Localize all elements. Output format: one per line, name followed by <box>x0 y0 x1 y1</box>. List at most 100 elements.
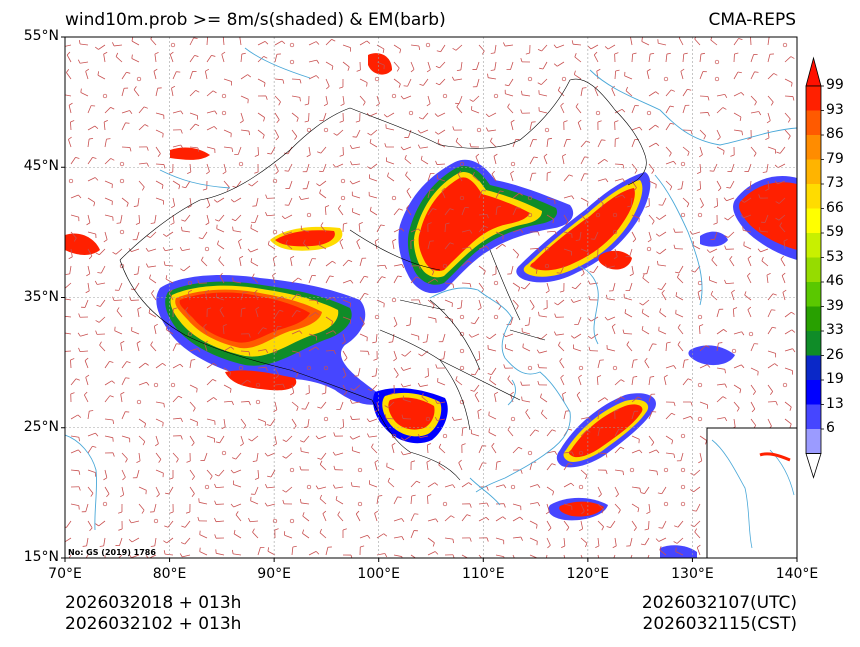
wind-barb <box>355 510 361 522</box>
wind-barb <box>597 486 602 498</box>
wind-barb <box>775 197 786 204</box>
wind-barb <box>406 187 412 199</box>
wind-barb <box>512 503 522 511</box>
wind-barb <box>103 120 108 131</box>
wind-barb <box>333 432 344 437</box>
wind-barb <box>765 129 770 140</box>
wind-barb <box>525 408 531 420</box>
wind-barb <box>612 365 618 371</box>
wind-barb <box>155 129 164 138</box>
wind-barb <box>529 156 538 165</box>
wind-barb <box>240 291 248 301</box>
wind-barb <box>342 279 354 284</box>
wind-barb <box>264 452 276 457</box>
wind-barb <box>665 122 675 131</box>
wind-barb <box>457 299 463 310</box>
wind-barb <box>680 501 686 507</box>
wind-barb <box>138 124 149 131</box>
wind-barb <box>597 469 608 475</box>
wind-barb <box>427 208 437 216</box>
wind-barb <box>631 520 637 532</box>
wind-barb <box>274 367 280 379</box>
wind-barb <box>776 146 786 154</box>
wind-barb <box>540 393 548 403</box>
colorbar-level-label: 6 <box>826 420 835 436</box>
wind-barb <box>369 174 378 182</box>
wind-barb <box>444 282 455 289</box>
wind-barb <box>784 348 796 353</box>
wind-barb <box>214 500 225 505</box>
wind-barb <box>189 123 200 131</box>
wind-barb <box>410 460 416 471</box>
wind-barb <box>444 208 454 216</box>
wind-barb <box>537 363 548 369</box>
wind-barb <box>189 146 200 152</box>
wind-barb <box>434 112 446 117</box>
wind-barb <box>68 136 72 148</box>
wind-barb <box>324 205 330 216</box>
wind-barb <box>138 486 147 495</box>
wind-barb <box>631 52 637 63</box>
wind-barb <box>682 378 692 386</box>
wind-barb <box>410 61 415 73</box>
wind-barb <box>750 95 757 106</box>
wind-barb <box>537 380 548 386</box>
wind-barb <box>197 279 208 284</box>
wind-barb <box>172 417 183 423</box>
wind-barb <box>70 503 80 510</box>
wind-barb <box>132 469 140 479</box>
wind-barb <box>221 418 226 430</box>
wind-barb <box>677 180 684 190</box>
lon-label: 110°E <box>461 566 505 582</box>
wind-barb <box>163 550 174 556</box>
wind-barb <box>199 530 208 539</box>
valid-time-cst: 2026032115(CST) <box>642 614 797 634</box>
wind-barb <box>400 146 412 151</box>
wind-barb <box>274 40 286 46</box>
wind-barb <box>164 486 174 495</box>
wind-barb <box>337 511 344 522</box>
init-time-utc: 2026032018 + 013h <box>65 593 242 613</box>
wind-barb <box>121 435 131 443</box>
wind-barb <box>676 273 684 284</box>
model-name: CMA-REPS <box>708 10 796 30</box>
wind-barb <box>493 314 499 320</box>
wind-barb <box>387 477 395 488</box>
south-coast <box>469 477 501 506</box>
wind-barb <box>699 129 706 140</box>
wind-barb <box>655 231 667 237</box>
wind-barb <box>369 480 378 488</box>
wind-barb <box>663 374 668 386</box>
wind-barb <box>492 265 497 276</box>
wind-barb <box>418 112 429 120</box>
wind-barb <box>336 401 344 410</box>
wind-barb <box>580 87 587 97</box>
wind-barb <box>546 429 556 437</box>
wind-barb <box>461 207 469 216</box>
wind-barb <box>181 520 191 528</box>
wind-barb <box>315 435 327 440</box>
wind-barb <box>87 125 99 131</box>
wind-barb <box>401 414 412 420</box>
wind-barb <box>393 554 403 558</box>
wind-barb <box>204 246 210 252</box>
wind-barb <box>580 430 591 437</box>
shaded-region-east-sea-of-japan <box>688 176 797 366</box>
wind-barb <box>733 384 742 394</box>
wind-barb <box>740 197 752 203</box>
wind-barb <box>121 452 128 463</box>
wind-barb <box>272 229 278 235</box>
wind-barb <box>723 197 735 202</box>
wind-barb <box>323 95 328 107</box>
wind-barb <box>410 239 415 250</box>
wind-barb <box>784 401 792 411</box>
wind-barb <box>281 231 293 235</box>
wind-barb <box>342 222 348 233</box>
wind-barb <box>119 178 125 184</box>
wind-barb <box>118 503 123 514</box>
wind-barb <box>438 333 446 343</box>
wind-barb <box>648 469 658 476</box>
wind-barb <box>255 399 261 405</box>
wind-barb <box>291 112 299 122</box>
wind-barb <box>238 365 244 371</box>
